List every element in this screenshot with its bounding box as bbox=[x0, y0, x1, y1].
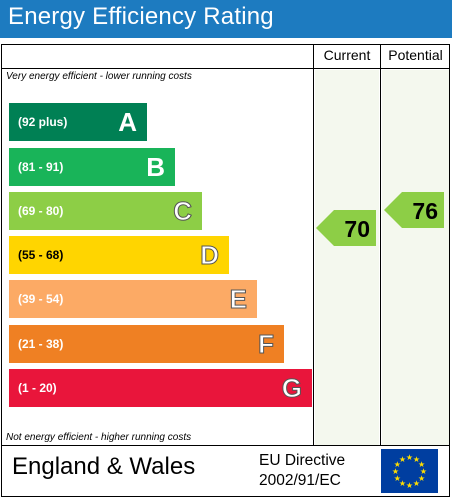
column-divider bbox=[313, 44, 314, 446]
eu-star-icon: ★ bbox=[399, 479, 406, 488]
eu-star-icon: ★ bbox=[399, 455, 406, 464]
band-c: (69 - 80) C bbox=[9, 192, 202, 230]
potential-rating-arrow: 76 bbox=[384, 192, 444, 228]
arrow-shape bbox=[316, 210, 376, 246]
eu-stars: ★★★★★★★★★ ★ ★★ bbox=[392, 453, 427, 490]
eu-star-icon: ★ bbox=[418, 474, 425, 483]
eu-star-icon: ★ bbox=[420, 467, 427, 476]
header-divider bbox=[1, 68, 450, 69]
top-note: Very energy efficient - lower running co… bbox=[6, 71, 192, 82]
column-divider bbox=[380, 44, 381, 446]
band-a: (92 plus) A bbox=[9, 103, 147, 141]
directive-line-2: 2002/91/EC bbox=[259, 472, 341, 489]
band-range-label: (1 - 20) bbox=[18, 381, 57, 395]
potential-rating-value: 76 bbox=[412, 198, 438, 224]
bottom-note: Not energy efficient - higher running co… bbox=[6, 432, 192, 443]
band-letter: D bbox=[200, 240, 220, 271]
band-range-label: (81 - 91) bbox=[18, 160, 64, 174]
eu-star-icon: ★ bbox=[394, 460, 401, 469]
band-e: (39 - 54) E bbox=[9, 280, 257, 318]
band-letter: C bbox=[173, 196, 193, 227]
eu-star-icon: ★ bbox=[406, 453, 413, 462]
eu-star-icon: ★ bbox=[413, 479, 420, 488]
eu-star-icon: ★ bbox=[394, 474, 401, 483]
potential-column-header: Potential bbox=[388, 47, 443, 63]
band-letter: A bbox=[118, 107, 137, 137]
header-bar: Energy Efficiency Rating bbox=[0, 0, 452, 38]
band-g: (1 - 20) G bbox=[9, 369, 312, 407]
directive-label: EU Directive 2002/91/EC bbox=[259, 451, 345, 491]
band-range-label: (69 - 80) bbox=[18, 204, 64, 218]
eu-star-icon: ★ bbox=[406, 481, 413, 490]
region-label: England & Wales bbox=[12, 453, 196, 480]
band-letter: B bbox=[146, 152, 165, 182]
band-b: (81 - 91) B bbox=[9, 148, 175, 186]
eu-star-icon: ★ bbox=[413, 455, 420, 464]
current-rating-arrow: 70 bbox=[316, 210, 376, 246]
rating-table bbox=[1, 44, 450, 497]
directive-line-1: EU Directive bbox=[259, 452, 346, 469]
band-range-label: (21 - 38) bbox=[18, 337, 64, 351]
band-letter: F bbox=[258, 329, 275, 360]
band-d: (55 - 68) D bbox=[9, 236, 229, 274]
band-range-label: (55 - 68) bbox=[18, 248, 64, 262]
current-column-bg bbox=[315, 70, 379, 445]
eu-flag-icon: ★ ★ ★ ★ ★ ★ ★ ★ ★ ★ ★ ★ bbox=[381, 449, 438, 493]
eu-star-icon: ★ bbox=[418, 460, 425, 469]
current-column-header: Current bbox=[323, 47, 371, 63]
band-f: (21 - 38) F bbox=[9, 325, 284, 363]
page-title: Energy Efficiency Rating bbox=[8, 3, 274, 30]
band-letter: G bbox=[281, 373, 302, 404]
band-range-label: (92 plus) bbox=[18, 115, 68, 129]
band-letter: E bbox=[229, 284, 247, 315]
footer-divider bbox=[1, 445, 450, 446]
eu-star-icon: ★ bbox=[392, 467, 399, 476]
band-range-label: (39 - 54) bbox=[18, 292, 64, 306]
current-rating-value: 70 bbox=[344, 216, 370, 242]
potential-column-bg bbox=[382, 70, 449, 445]
arrow-shape bbox=[384, 192, 444, 228]
